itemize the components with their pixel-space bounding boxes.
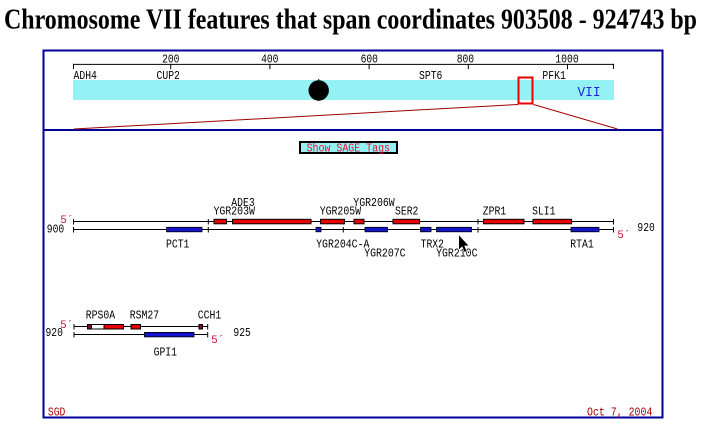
svg-text:Oct 7, 2004: Oct 7, 2004 — [587, 406, 652, 419]
svg-text:RSM27: RSM27 — [130, 309, 159, 322]
svg-text:ZPR1: ZPR1 — [483, 206, 506, 219]
svg-text:VII: VII — [578, 85, 601, 101]
svg-text:RPS0A: RPS0A — [86, 309, 115, 322]
svg-text:SLI1: SLI1 — [532, 206, 555, 219]
svg-text:900: 900 — [47, 223, 64, 236]
svg-text:PFK1: PFK1 — [542, 70, 565, 83]
svg-text:200: 200 — [162, 53, 179, 66]
svg-text:600: 600 — [361, 53, 378, 66]
svg-text:5´: 5´ — [211, 334, 224, 347]
svg-text:1000: 1000 — [555, 53, 578, 66]
svg-text:920: 920 — [637, 222, 654, 235]
svg-text:YGR204C-A: YGR204C-A — [316, 238, 369, 251]
svg-text:920: 920 — [46, 327, 63, 340]
svg-text:CCH1: CCH1 — [198, 309, 221, 322]
svg-text:PCT1: PCT1 — [166, 238, 189, 251]
svg-text:SGD: SGD — [48, 406, 65, 419]
svg-text:ADE3: ADE3 — [231, 197, 254, 210]
svg-text:YGR207C: YGR207C — [364, 247, 405, 260]
svg-text:YGR205W: YGR205W — [320, 206, 361, 219]
svg-text:800: 800 — [457, 53, 474, 66]
svg-text:5´: 5´ — [617, 229, 630, 242]
svg-text:Chromosome VII features that s: Chromosome VII features that span coordi… — [4, 3, 697, 35]
svg-text:YGR206W: YGR206W — [353, 197, 394, 210]
svg-text:400: 400 — [261, 53, 278, 66]
svg-text:SPT6: SPT6 — [419, 70, 442, 83]
svg-text:YGR210C: YGR210C — [436, 247, 477, 260]
svg-text:SER2: SER2 — [395, 206, 418, 219]
svg-text:TRX2: TRX2 — [421, 238, 444, 251]
svg-text:925: 925 — [233, 327, 250, 340]
svg-text:CUP2: CUP2 — [157, 70, 180, 83]
svg-text:Show SAGE Tags: Show SAGE Tags — [307, 143, 390, 156]
svg-text:YGR203W: YGR203W — [214, 206, 255, 219]
svg-text:GPI1: GPI1 — [154, 346, 177, 359]
svg-text:5´: 5´ — [60, 214, 73, 227]
svg-text:5´: 5´ — [60, 319, 73, 332]
svg-text:RTA1: RTA1 — [570, 238, 593, 251]
svg-text:ADH4: ADH4 — [74, 70, 97, 83]
